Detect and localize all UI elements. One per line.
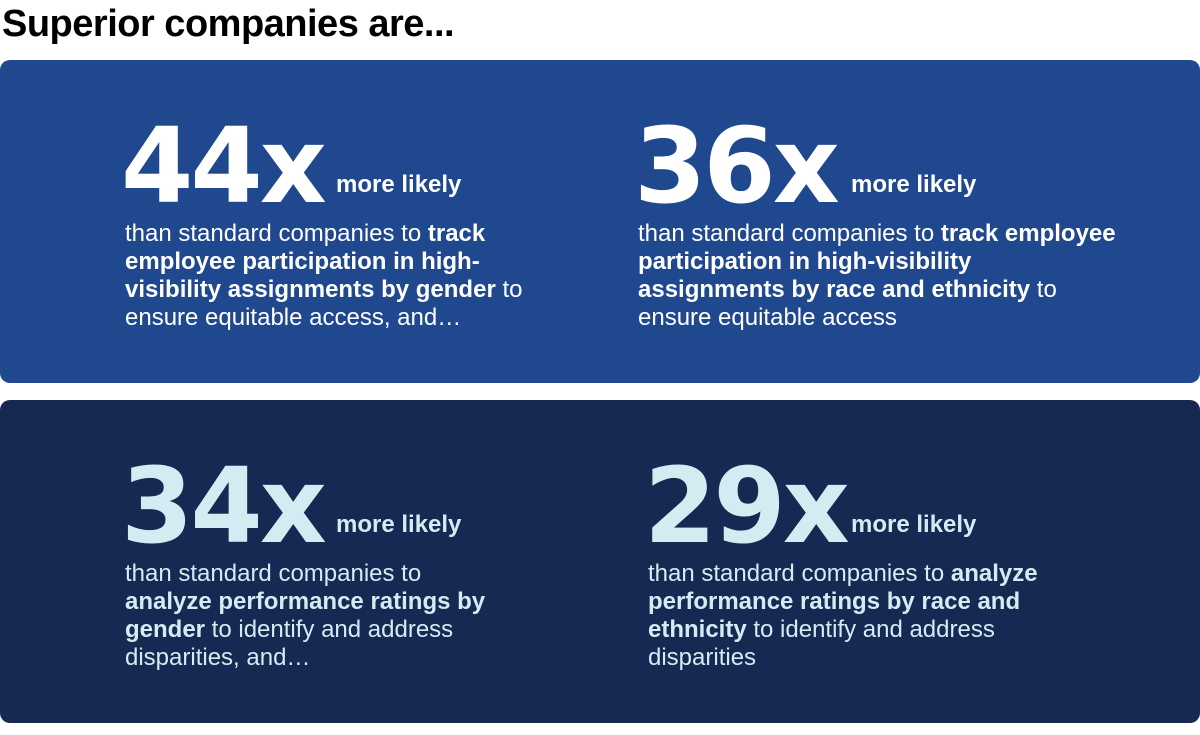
top-panel: 44x more likely than standard companies … xyxy=(0,60,1200,383)
stat-label: more likely xyxy=(851,171,977,198)
stat-label: more likely xyxy=(336,171,462,198)
stat-highlight: track employee participation in high-vis… xyxy=(125,220,496,303)
stat-card-race-assignments: 36x more likely than standard companies … xyxy=(634,106,1118,332)
page-title: Superior companies are... xyxy=(2,3,455,45)
stat-description: than standard companies to track employe… xyxy=(638,220,1116,331)
stat-card-race-ratings: 29x more likely than standard companies … xyxy=(644,446,1088,672)
stat-card-gender-assignments: 44x more likely than standard companies … xyxy=(121,106,545,332)
stat-description: than standard companies to analyze perfo… xyxy=(648,560,1038,671)
stat-label: more likely xyxy=(851,511,977,538)
stat-highlight: analyze performance ratings by gender xyxy=(125,588,486,643)
stat-label: more likely xyxy=(336,511,462,538)
stat-value: 34x xyxy=(121,445,327,567)
stat-value: 44x xyxy=(121,105,327,227)
stat-value: 29x xyxy=(644,445,850,567)
stat-value: 36x xyxy=(634,105,840,227)
stat-highlight: track employee participation in high-vis… xyxy=(638,220,1116,303)
stat-description: than standard companies to analyze perfo… xyxy=(125,560,486,671)
stat-highlight: analyze performance ratings by race and … xyxy=(648,560,1038,643)
stat-card-gender-ratings: 34x more likely than standard companies … xyxy=(121,446,525,672)
stat-description: than standard companies to track employe… xyxy=(125,220,523,331)
bottom-panel: 34x more likely than standard companies … xyxy=(0,400,1200,723)
